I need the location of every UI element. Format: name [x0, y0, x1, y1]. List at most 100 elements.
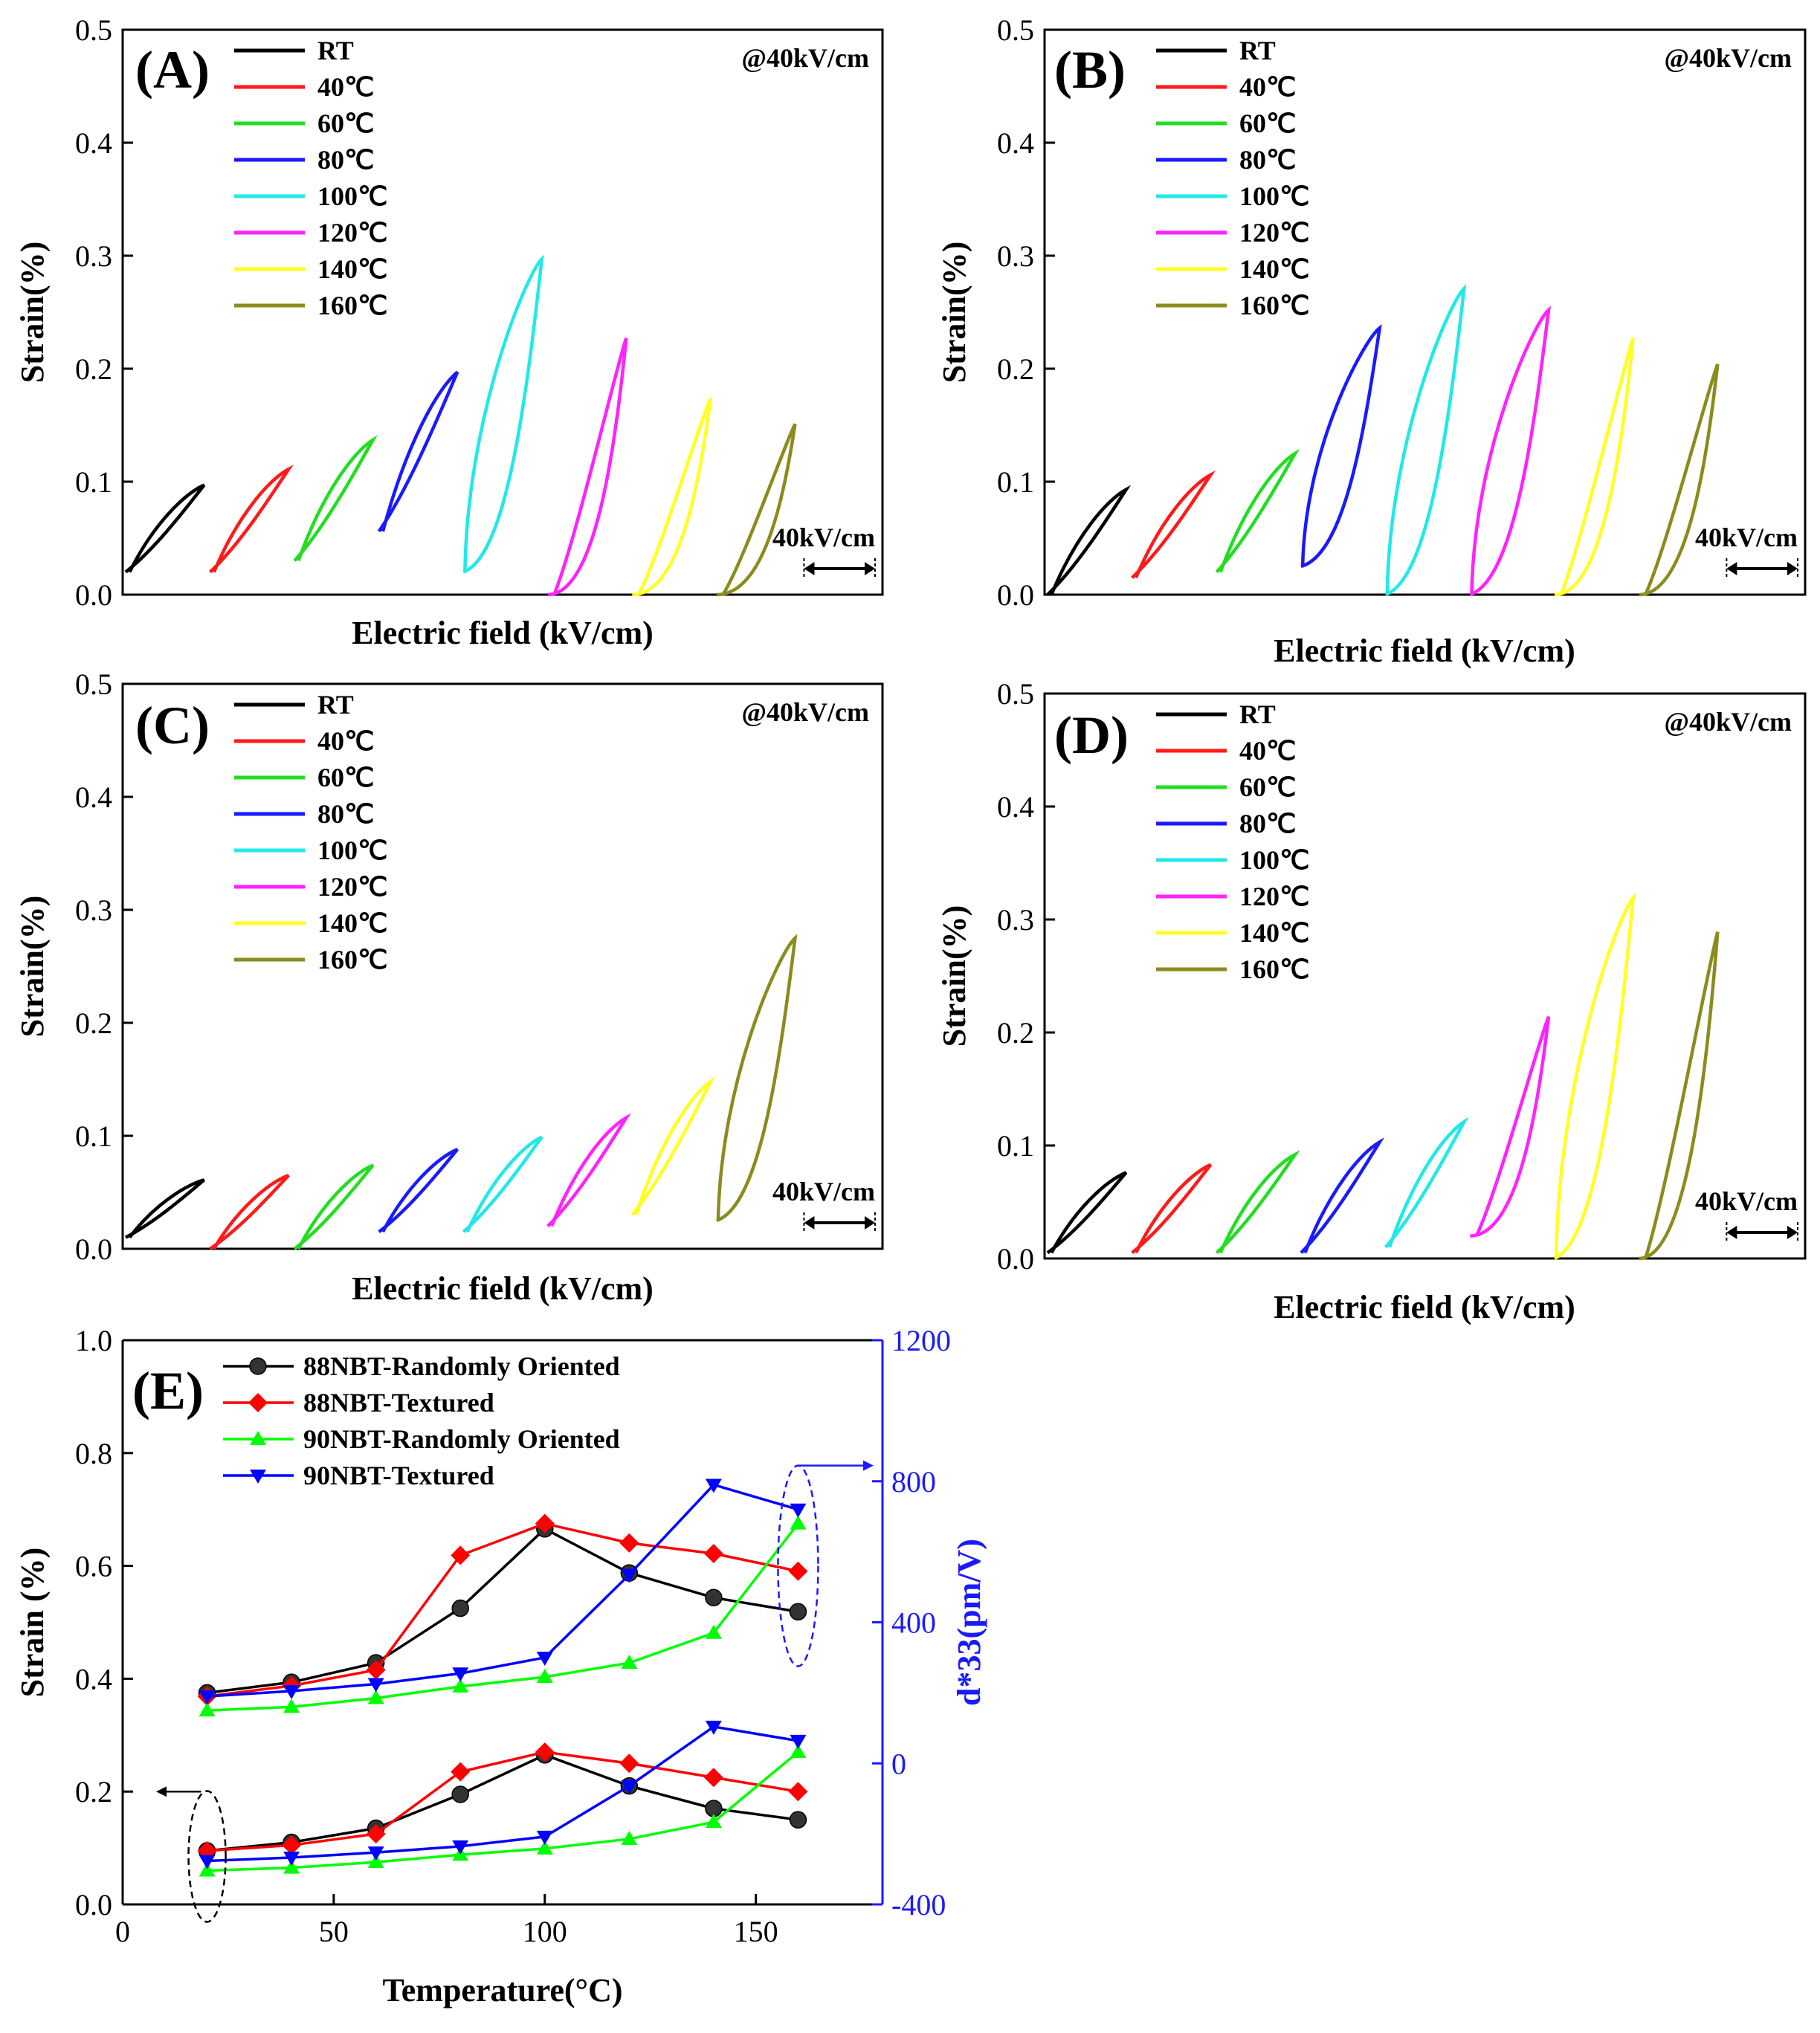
legend-label: 140℃: [1239, 254, 1309, 284]
panel-b-strain-loops: 0.0 0.1 0.2 0.3 0.4 0.5 Electric field (kV/cm)…: [936, 13, 1807, 669]
legend-label: 160℃: [1239, 291, 1309, 320]
legend-marker: [250, 1470, 266, 1484]
strain-axis-arrowhead: [156, 1786, 167, 1797]
strain-loop-RT: [1046, 1171, 1128, 1255]
legend-marker: [249, 1357, 267, 1375]
strain-loop-100℃: [462, 254, 544, 574]
legend-label: 140℃: [1239, 918, 1309, 948]
legend-label: 160℃: [317, 945, 387, 975]
d33-point: [452, 1678, 469, 1693]
legend-label: 60℃: [1239, 772, 1296, 802]
d33-point: [705, 1478, 722, 1493]
scale-bar-arrow-left: [804, 1216, 815, 1229]
legend-label: 140℃: [317, 908, 387, 938]
d33-line: [207, 1522, 799, 1712]
y-tick-label: 0.2: [75, 352, 112, 386]
scale-bar-arrow-left: [1726, 562, 1737, 575]
d33-point: [452, 1667, 469, 1682]
legend-label: 80℃: [317, 145, 374, 175]
legend-label: 120℃: [1239, 882, 1309, 911]
strain-loop-80℃: [378, 1148, 459, 1233]
strain-loop-RT: [1046, 485, 1132, 596]
y-tick-label: 0.4: [75, 1662, 112, 1696]
strain-loop-120℃: [546, 1113, 631, 1228]
strain-loop-120℃: [1469, 306, 1551, 597]
legend-label: RT: [1239, 36, 1276, 65]
strain-point: [451, 1785, 469, 1803]
scale-bar-arrow-right: [1787, 1226, 1798, 1239]
y-tick-label: 0.4: [75, 780, 112, 814]
strain-point: [705, 1720, 722, 1735]
d33-point: [536, 1651, 553, 1666]
strain-loop-60℃: [293, 435, 378, 562]
strain-loop-80℃: [377, 370, 459, 533]
panel-c-strain-loops: 0.0 0.1 0.2 0.3 0.4 0.5 Electric field (kV/cm)…: [14, 668, 884, 1307]
legend-label: RT: [317, 690, 354, 720]
scale-bar-arrow-left: [804, 562, 815, 575]
y-tick-label: 0.5: [997, 13, 1034, 47]
y-axis-title: Strain(%): [936, 905, 972, 1047]
d33-line: [207, 1483, 798, 1698]
strain-point: [367, 1854, 384, 1869]
scale-bar-label: 40kV/cm: [1695, 523, 1798, 552]
legend-label: 90NBT-Randomly Oriented: [303, 1424, 620, 1454]
strain-loop-120℃: [547, 337, 628, 597]
y-tick-label: 0.0: [75, 1232, 112, 1266]
field-note: @40kV/cm: [742, 697, 869, 727]
y-tick-label: 0.1: [75, 1119, 112, 1153]
d33-axis-arrowhead: [863, 1460, 874, 1471]
y-tick-label: 0.3: [75, 893, 112, 927]
strain-axis-ellipse: [187, 1790, 227, 1923]
strain-loop-100℃: [1384, 1116, 1469, 1249]
d33-point: [199, 1690, 216, 1705]
x-axis-title: Electric field (kV/cm): [1274, 633, 1575, 669]
legend-label: 90NBT-Textured: [303, 1461, 494, 1490]
scale-bar-label: 40kV/cm: [772, 523, 875, 552]
field-note: @40kV/cm: [1665, 707, 1792, 737]
legend-label: 88NBT-Randomly Oriented: [303, 1351, 620, 1381]
d33-point: [367, 1690, 384, 1704]
panel-a-strain-loops: 0.0 0.1 0.2 0.3 0.4 0.5 Electric field (kV/cm)…: [14, 13, 884, 651]
legend-label: 160℃: [1239, 954, 1309, 984]
panel-label: (B): [1054, 40, 1126, 100]
strain-loop-RT: [124, 1178, 206, 1239]
strain-loop-RT: [124, 483, 206, 574]
strain-loop-60℃: [293, 1163, 375, 1250]
legend-label: 160℃: [317, 291, 387, 320]
legend-label: RT: [1239, 699, 1276, 729]
x-tick-label: 100: [523, 1915, 567, 1948]
strain-point: [452, 1840, 469, 1855]
panel-label: (D): [1054, 705, 1129, 765]
strain-point: [703, 1768, 723, 1788]
y-tick-label: 0.0: [997, 1242, 1034, 1276]
strain-loop-100℃: [462, 1135, 543, 1233]
y-tick-label: 0.6: [75, 1550, 112, 1583]
x-tick-label: 0: [115, 1915, 130, 1948]
legend-label: 40℃: [1239, 72, 1296, 102]
strain-point: [788, 1782, 808, 1802]
strain-point: [789, 1811, 807, 1829]
legend-label: 120℃: [1239, 218, 1309, 248]
strain-loop-140℃: [630, 1076, 715, 1216]
legend-label: 60℃: [317, 109, 374, 138]
y-tick-label: 0.4: [997, 126, 1034, 160]
y-tick-label: 0.2: [997, 1016, 1034, 1050]
strain-loop-40℃: [209, 1174, 290, 1250]
d33-line: [207, 1522, 798, 1698]
legend-label: 40℃: [317, 726, 374, 756]
x-axis-title: Temperature(°C): [382, 1972, 622, 2008]
strain-loop-40℃: [209, 465, 294, 574]
d33-point: [790, 1503, 807, 1518]
legend-label: 60℃: [1239, 109, 1296, 138]
strain-point: [790, 1744, 807, 1759]
strain-point: [790, 1734, 807, 1749]
strain-loop-140℃: [1554, 893, 1636, 1261]
scale-bar-arrow-right: [865, 562, 875, 575]
strain-line: [207, 1751, 799, 1872]
y2-tick-label: -400: [891, 1888, 946, 1922]
y-tick-label: 0.0: [75, 578, 112, 612]
d33-point: [788, 1561, 808, 1581]
y-tick-label: 0.5: [75, 13, 112, 47]
y-axis-title: Strain(%): [936, 242, 972, 384]
